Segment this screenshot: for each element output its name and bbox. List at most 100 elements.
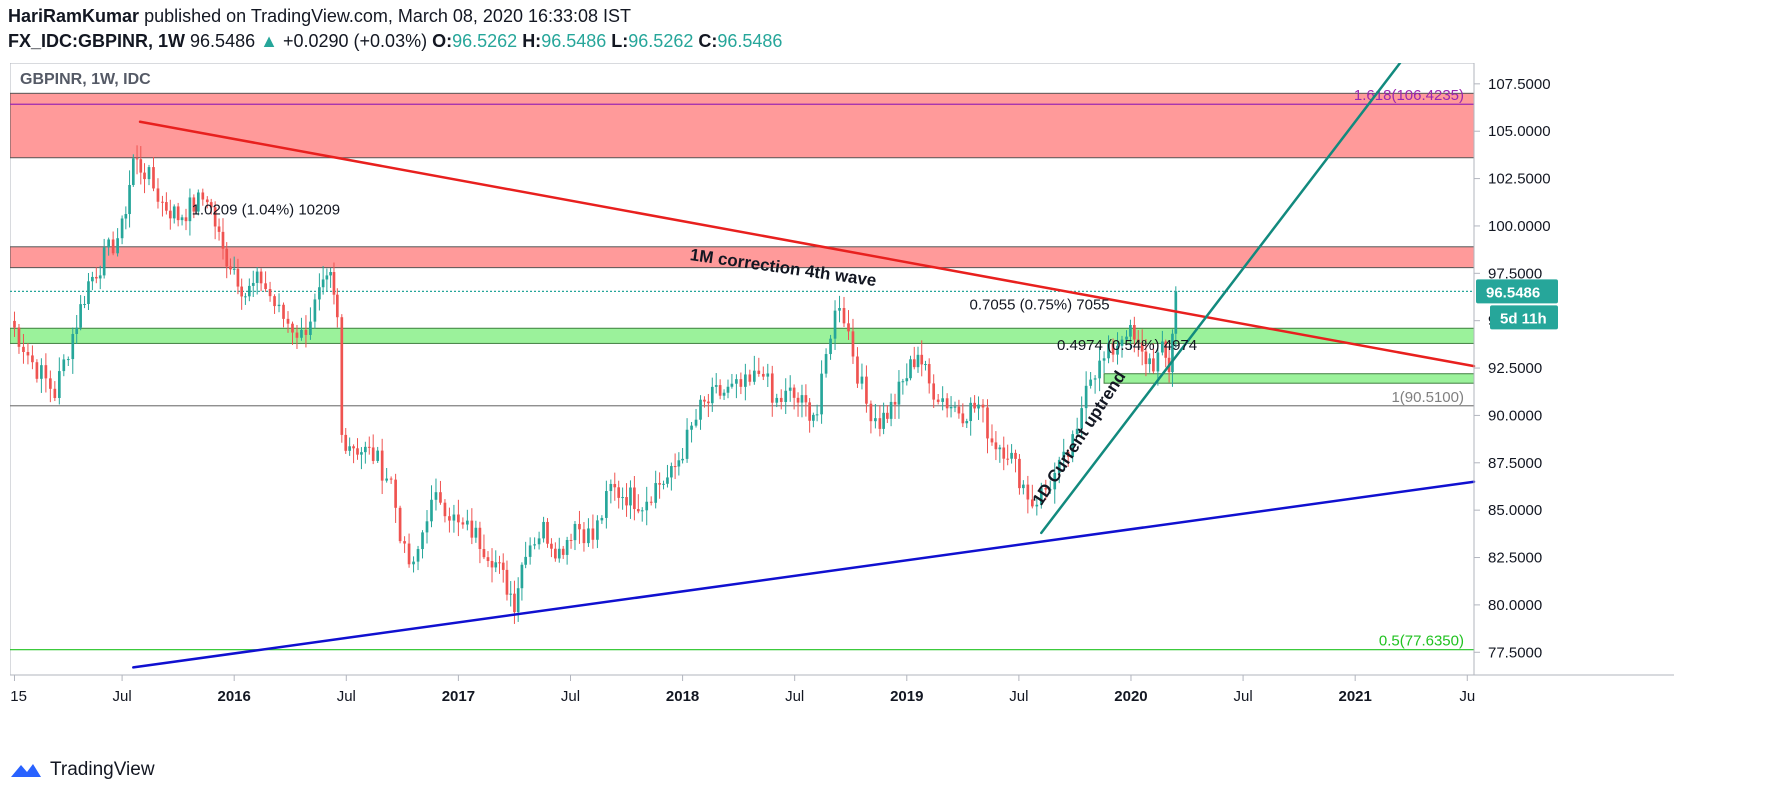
candle-body xyxy=(79,304,82,328)
candle-body xyxy=(482,549,486,558)
up-arrow-icon: ▲ xyxy=(260,31,278,51)
candle-body xyxy=(524,556,527,565)
candle-body xyxy=(561,548,565,555)
candle-body xyxy=(102,247,106,276)
candle-body xyxy=(332,272,336,295)
candle-body xyxy=(869,403,873,422)
candle-body xyxy=(421,532,424,550)
candle-body xyxy=(217,226,221,232)
candle-body xyxy=(385,478,388,481)
candle-body xyxy=(1152,358,1155,372)
candle-body xyxy=(920,354,924,365)
candle-body xyxy=(1084,385,1088,409)
candle-body xyxy=(1080,408,1083,429)
candle-body xyxy=(882,412,885,429)
trendline-1 xyxy=(1040,61,1402,535)
candle-body xyxy=(286,318,290,324)
candle-body xyxy=(325,275,329,280)
x-tick-label: 2020 xyxy=(1114,688,1147,705)
candle-body xyxy=(1164,341,1168,358)
candle-body xyxy=(744,374,747,387)
candle-body xyxy=(842,308,846,324)
candle-body xyxy=(613,483,617,488)
price-change: +0.0290 (+0.03%) xyxy=(282,31,428,51)
candle-body xyxy=(13,320,16,328)
candle-body xyxy=(443,502,447,517)
candle-body xyxy=(969,402,973,422)
candle-body xyxy=(40,365,43,379)
x-tick-label: Ju xyxy=(1459,688,1475,705)
candle-body xyxy=(83,304,86,306)
candle-body xyxy=(172,206,176,219)
candle-body xyxy=(498,562,501,564)
candle-body xyxy=(808,402,811,421)
candle-body xyxy=(792,387,796,398)
countdown-tag xyxy=(1490,305,1558,330)
tradingview-logo-icon xyxy=(11,764,41,777)
candle-body xyxy=(1071,434,1075,457)
candle-body xyxy=(847,323,850,332)
footer-brand[interactable]: TradingView xyxy=(10,755,155,785)
candle-body xyxy=(1148,358,1151,365)
x-tick-label: 2021 xyxy=(1338,688,1371,705)
candle-body xyxy=(779,397,783,402)
candle-body xyxy=(578,523,581,530)
candle-body xyxy=(448,516,451,521)
candle-body xyxy=(111,239,115,254)
candle-body xyxy=(1161,341,1164,353)
candle-body xyxy=(1107,343,1110,359)
candle-body xyxy=(259,271,263,284)
last-price: 96.5486 xyxy=(190,31,256,51)
candle-body xyxy=(44,365,48,379)
candle-body xyxy=(649,501,653,503)
candle-body xyxy=(244,296,247,298)
candle-body xyxy=(367,446,371,448)
candle-body xyxy=(360,452,363,455)
candle-body xyxy=(513,593,516,613)
candle-body xyxy=(1133,325,1136,340)
high-value: 96.5486 xyxy=(541,31,607,51)
candle-body xyxy=(838,308,841,311)
high-label: H: xyxy=(522,31,542,51)
chart-title: GBPINR, 1W, IDC xyxy=(20,71,151,88)
x-tick-label: Jul xyxy=(337,688,356,705)
candle-body xyxy=(605,491,608,518)
candle-body xyxy=(201,192,205,200)
candle-body xyxy=(812,414,815,421)
level-label-2: 0.5(77.6350) xyxy=(1379,633,1464,650)
candle-body xyxy=(645,501,649,511)
candle-body xyxy=(282,304,285,319)
candle-body xyxy=(168,210,172,219)
candle-body xyxy=(766,373,770,377)
candle-body xyxy=(912,359,916,368)
candle-body xyxy=(591,528,595,540)
candle-body xyxy=(528,545,532,557)
candle-body xyxy=(466,520,469,525)
candle-body xyxy=(666,477,669,484)
candle-body xyxy=(94,276,98,279)
chart-svg[interactable]: 1.618(106.4235)1(90.5100)0.5(77.6350)1M … xyxy=(2,61,1674,739)
candle-body xyxy=(856,356,859,384)
candle-body xyxy=(461,522,465,525)
resistance-zone-0 xyxy=(9,92,1475,159)
candle-body xyxy=(1006,458,1010,460)
x-tick-label: Jul xyxy=(785,688,804,705)
x-tick-label: Jul xyxy=(561,688,580,705)
candle-body xyxy=(1075,428,1079,435)
candle-body xyxy=(878,418,882,429)
current-price-tag xyxy=(1476,279,1558,304)
candle-body xyxy=(1044,488,1048,490)
candle-body xyxy=(936,399,940,402)
candle-body xyxy=(1136,339,1140,343)
author-name[interactable]: HariRamKumar xyxy=(8,6,140,26)
close-value: 96.5486 xyxy=(717,31,783,51)
candle-body xyxy=(380,450,384,481)
candle-body xyxy=(520,564,524,589)
candle-body xyxy=(761,373,765,377)
candle-body xyxy=(509,593,513,595)
publish-line: HariRamKumar published on TradingView.co… xyxy=(8,6,631,27)
candle-body xyxy=(75,327,79,334)
x-tick-label: 2017 xyxy=(442,688,475,705)
chart-area[interactable]: 1.618(106.4235) 1(90.5100) 0.5(77.6350) 1M … xyxy=(2,61,1674,739)
candle-body xyxy=(990,438,994,443)
